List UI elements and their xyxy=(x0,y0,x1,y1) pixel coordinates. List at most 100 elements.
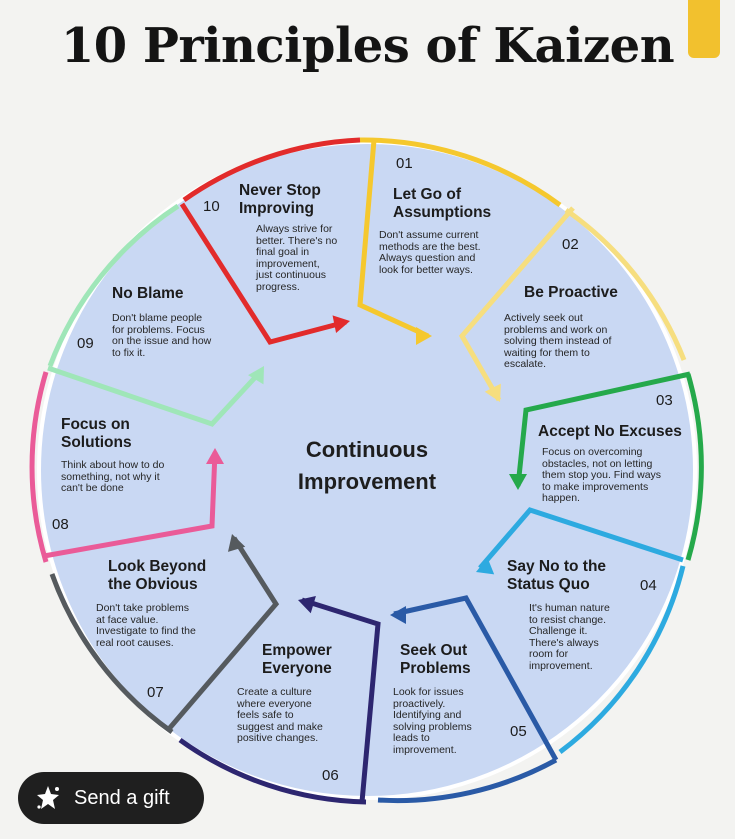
body-line: Don't blame people xyxy=(112,312,203,324)
body-line: problems and work on xyxy=(504,323,608,336)
body-line: suggest and make xyxy=(237,720,323,733)
segment-1-arrowhead xyxy=(416,327,432,345)
segment-3-arc xyxy=(685,373,704,561)
send-gift-label: Send a gift xyxy=(74,786,170,809)
heading-line: Status Quo xyxy=(507,576,590,593)
heading-line: No Blame xyxy=(112,285,184,302)
corner-tab xyxy=(688,0,720,58)
segment-5-arc xyxy=(377,757,558,804)
segment-10-arrow-line xyxy=(179,202,347,345)
heading-line: Improving xyxy=(239,200,314,217)
body-line: obstacles, not on letting xyxy=(542,457,653,470)
heading-line: Say No to the xyxy=(507,558,607,575)
principle-10-body: Always strive for better. There's no fin… xyxy=(239,223,359,293)
segment-5-arrowhead xyxy=(390,606,406,624)
body-line: improvement. xyxy=(393,743,457,756)
center-label-line-2: Improvement xyxy=(297,469,437,494)
heading-line: Assumptions xyxy=(393,204,492,221)
center-label: Continuous Improvement xyxy=(262,434,472,498)
principle-05-heading: Seek Out Problems xyxy=(393,642,513,678)
body-line: There's always xyxy=(529,636,599,649)
segment-3-arrowhead xyxy=(509,474,527,490)
segment-9-arc xyxy=(47,203,180,367)
body-line: Think about how to do xyxy=(61,459,165,471)
principle-05: Seek Out Problems Look for issues proact… xyxy=(393,642,513,756)
heading-line: Everyone xyxy=(262,660,332,677)
body-line: Always strive for xyxy=(256,223,333,235)
body-line: It's human nature xyxy=(529,602,610,614)
principle-05-body: Look for issues proactively. Identifying… xyxy=(393,686,513,756)
segment-5-arrow-line xyxy=(393,595,559,762)
segment-1-arc xyxy=(359,137,562,208)
body-line: methods are the best. xyxy=(379,240,481,253)
body-line: to fix it. xyxy=(112,346,146,359)
principle-04-body: It's human nature to resist change. Chal… xyxy=(507,602,657,672)
segment-8-arc xyxy=(29,371,49,563)
principle-09-number: 09 xyxy=(77,335,94,352)
principle-07-number: 07 xyxy=(147,684,164,701)
segment-6-arrowhead xyxy=(298,595,316,614)
segment-8-arrow-line xyxy=(43,451,218,559)
heading-line: Be Proactive xyxy=(524,284,618,301)
body-line: leads to xyxy=(393,732,430,744)
segment-4-arc xyxy=(558,565,686,755)
body-line: room for xyxy=(529,648,569,660)
principle-02-heading: Be Proactive xyxy=(504,284,664,302)
segment-7-arc xyxy=(49,573,174,735)
body-line: at face value. xyxy=(96,613,159,626)
principle-06: Empower Everyone Create a culture where … xyxy=(237,642,367,745)
body-line: Focus on overcoming xyxy=(542,446,643,458)
principle-02-number: 02 xyxy=(562,236,579,253)
heading-line: Solutions xyxy=(61,434,132,451)
body-line: Don't take problems xyxy=(96,602,190,614)
segment-3-arrow-line xyxy=(515,371,691,487)
body-line: look for better ways. xyxy=(379,263,473,276)
principle-07: Look Beyond the Obvious Don't take probl… xyxy=(96,558,246,649)
heading-line: Empower xyxy=(262,642,332,659)
principle-10-number: 10 xyxy=(203,198,220,215)
principle-04-number: 04 xyxy=(640,577,657,594)
body-line: positive changes. xyxy=(237,732,319,744)
segment-2-arrow-line xyxy=(458,206,575,402)
body-line: Always question and xyxy=(379,252,476,264)
body-line: solving problems xyxy=(393,720,472,733)
body-line: happen. xyxy=(542,492,580,504)
heading-line: Let Go of xyxy=(393,186,462,203)
segment-8-arrowhead xyxy=(206,448,224,464)
principle-07-body: Don't take problems at face value. Inves… xyxy=(96,602,246,649)
body-line: solving them instead of xyxy=(504,335,612,347)
body-line: Actively seek out xyxy=(504,312,583,324)
principle-09-body: Don't blame people for problems. Focus o… xyxy=(112,312,242,359)
heading-line: Accept No Excuses xyxy=(538,423,682,440)
segment-2-arc xyxy=(564,207,687,361)
segment-1-arrow-line xyxy=(357,139,430,339)
segment-9-arrow-line xyxy=(47,365,264,427)
principle-01: Let Go of Assumptions Don't assume curre… xyxy=(379,186,529,276)
segment-9-arrowhead xyxy=(248,366,264,385)
segment-10-arrowhead xyxy=(332,315,350,333)
principle-08: Focus on Solutions Think about how to do… xyxy=(61,416,201,495)
body-line: them stop you. Find ways xyxy=(542,469,662,481)
body-line: escalate. xyxy=(504,358,547,370)
principle-04: Say No to the Status Quo It's human natu… xyxy=(507,558,657,672)
principle-03: Accept No Excuses Focus on overcoming ob… xyxy=(538,423,708,505)
body-line: where everyone xyxy=(237,697,312,710)
principle-08-heading: Focus on Solutions xyxy=(61,416,201,452)
send-gift-button[interactable]: Send a gift xyxy=(18,772,204,824)
body-line: Identifying and xyxy=(393,709,462,721)
body-line: waiting for them to xyxy=(504,346,590,359)
segment-4-arrow-line xyxy=(478,507,684,570)
principle-03-number: 03 xyxy=(656,392,673,409)
principle-10-heading: Never Stop Improving xyxy=(239,182,359,218)
principle-08-number: 08 xyxy=(52,516,69,533)
heading-line: Problems xyxy=(400,660,471,677)
page-title: 10 Principles of Kaizen xyxy=(60,18,675,74)
body-line: can't be done xyxy=(61,482,124,494)
segment-7-arrowhead xyxy=(227,534,246,552)
principle-06-heading: Empower Everyone xyxy=(237,642,367,678)
wheel-arrows xyxy=(29,137,704,805)
body-line: progress. xyxy=(256,280,300,293)
body-line: Challenge it. xyxy=(529,625,588,637)
segment-4-arrowhead xyxy=(476,557,495,575)
